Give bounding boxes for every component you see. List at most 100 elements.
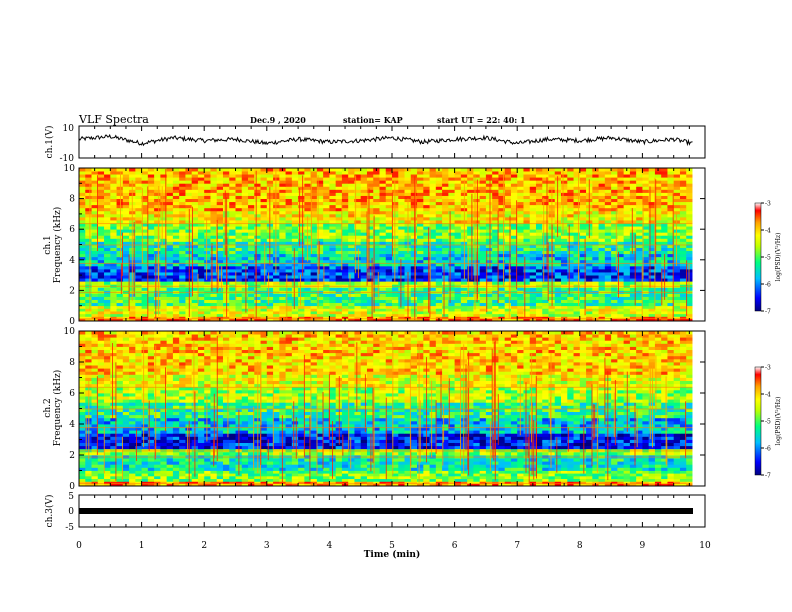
spec-cell xyxy=(241,204,249,209)
spec-cell xyxy=(686,262,693,267)
spec-cell xyxy=(567,171,574,175)
spec-cell xyxy=(91,244,99,248)
spec-cell xyxy=(266,171,274,175)
spec-cell xyxy=(629,192,637,196)
spec-cell xyxy=(354,201,362,206)
spec-cell xyxy=(498,186,506,190)
spec-cell xyxy=(604,278,612,282)
spec-cell xyxy=(467,253,474,258)
spec-cell xyxy=(266,183,274,187)
spec-cell xyxy=(423,311,430,315)
spec-cell xyxy=(110,216,117,221)
spec-cell xyxy=(510,268,518,273)
spec-cell xyxy=(379,313,387,317)
spec-cell xyxy=(154,183,161,187)
spec-cell xyxy=(373,244,380,248)
spec-cell xyxy=(248,313,255,317)
spec-cell xyxy=(642,226,650,230)
spec-cell xyxy=(122,305,130,309)
spec-cell xyxy=(485,278,493,282)
spec-cell xyxy=(310,213,318,218)
spec-cell xyxy=(542,293,549,297)
spec-cell xyxy=(97,229,105,233)
spec-cell xyxy=(598,256,606,261)
spec-cell xyxy=(197,259,205,264)
spec-cell xyxy=(348,223,355,227)
spec-cell xyxy=(210,313,218,317)
spec-cell xyxy=(417,256,424,261)
spec-cell xyxy=(185,204,193,209)
spec-cell xyxy=(554,305,562,309)
spec-cell xyxy=(291,313,299,317)
spec-cell xyxy=(554,302,562,307)
spec-cell xyxy=(629,281,637,285)
spec-cell xyxy=(479,256,487,261)
spec-cell xyxy=(517,311,524,315)
spec-cell xyxy=(529,253,537,258)
spec-cell xyxy=(542,168,549,172)
spec-cell xyxy=(235,232,243,236)
spec-cell xyxy=(235,180,243,184)
spec-cell xyxy=(285,281,293,285)
spec-cell xyxy=(341,171,349,175)
spec-cell xyxy=(667,247,675,252)
spec-cell xyxy=(617,220,625,224)
spec-cell xyxy=(304,313,312,317)
spec-cell xyxy=(348,229,355,233)
spec-cell xyxy=(147,259,155,264)
spec-cell xyxy=(254,275,261,279)
spec-cell xyxy=(398,316,405,320)
spec-cell xyxy=(523,229,531,233)
spec-cell xyxy=(667,192,675,196)
spec-cell xyxy=(423,180,430,184)
spec-cell xyxy=(273,311,280,315)
spec-cell xyxy=(241,241,249,245)
spec-cell xyxy=(567,174,574,178)
spec-cell xyxy=(110,229,117,233)
spec-cell xyxy=(629,302,637,307)
spec-cell xyxy=(460,302,468,307)
spec-cell xyxy=(335,183,343,187)
spec-cell xyxy=(104,232,111,236)
spec-cell xyxy=(586,268,593,273)
spec-cell xyxy=(479,198,487,203)
spec-cell xyxy=(191,253,199,258)
spec-cell xyxy=(229,195,236,199)
spec-cell xyxy=(654,210,662,215)
spec-cell xyxy=(135,268,142,273)
spec-cell xyxy=(535,171,543,175)
spec-cell xyxy=(423,232,430,236)
spec-cell xyxy=(279,220,286,224)
spec-cell xyxy=(310,316,318,320)
spec-cell xyxy=(229,207,236,212)
spec-cell xyxy=(467,232,474,236)
spec-cell xyxy=(529,241,537,245)
spec-cell xyxy=(392,275,399,279)
spec-cell xyxy=(166,296,174,300)
spec-cell xyxy=(642,253,650,258)
spec-cell xyxy=(623,216,631,221)
spec-cell xyxy=(235,247,243,252)
spec-cell xyxy=(385,238,393,242)
spec-cell xyxy=(429,213,437,218)
spec-cell xyxy=(122,198,130,203)
spec-cell xyxy=(122,226,130,230)
spec-cell xyxy=(291,250,299,255)
spec-cell xyxy=(316,213,324,218)
spec-cell xyxy=(373,232,380,236)
spec-cell xyxy=(97,272,105,276)
spec-cell xyxy=(579,195,587,199)
spec-cell xyxy=(210,198,218,203)
spec-cell xyxy=(648,293,656,297)
spec-cell xyxy=(454,186,462,190)
spec-cell xyxy=(110,186,117,190)
spec-cell xyxy=(410,189,418,193)
spec-cell xyxy=(373,302,380,307)
spec-cell xyxy=(273,287,280,291)
spec-cell xyxy=(654,256,662,261)
spec-cell xyxy=(310,186,318,190)
spec-cell xyxy=(191,247,199,252)
spec-cell xyxy=(160,262,168,267)
spec-cell xyxy=(648,241,656,245)
spec-cell xyxy=(686,235,693,239)
